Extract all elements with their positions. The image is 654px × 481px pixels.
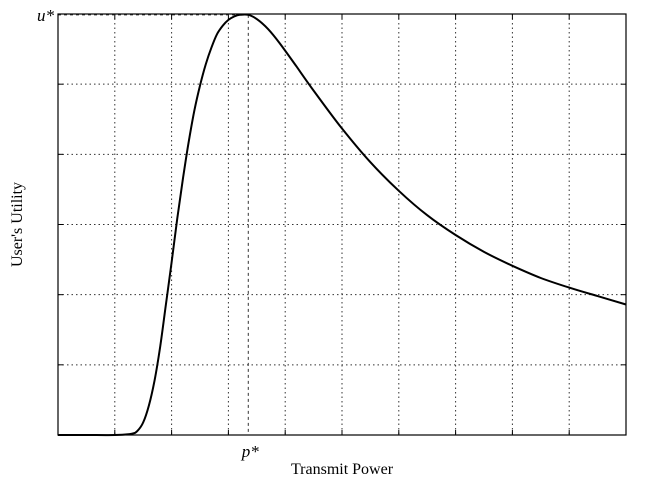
p-star-label: p* [241,442,260,461]
utility-curve [58,13,627,437]
x-axis-title: Transmit Power [291,461,394,478]
marker-guides [58,14,249,435]
u-star-label: u* [37,6,55,25]
grid [58,14,626,435]
y-axis-title: User's Utility [9,182,26,267]
plot-frame [57,13,627,436]
